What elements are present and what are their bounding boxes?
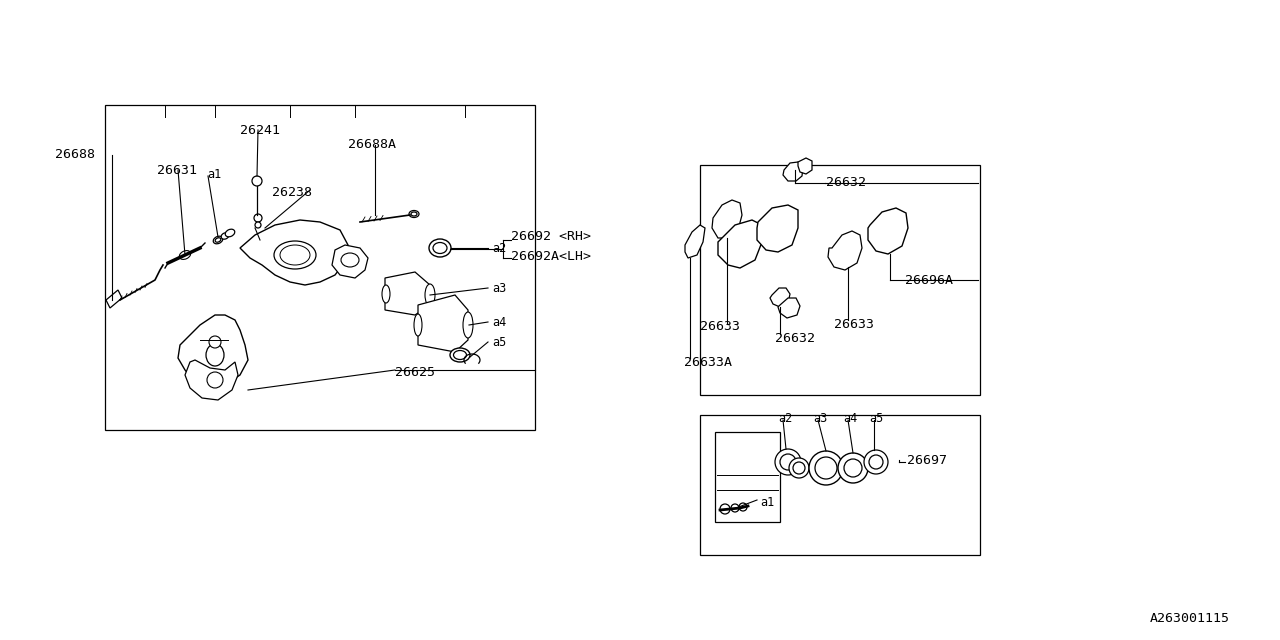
Ellipse shape <box>340 253 358 267</box>
Polygon shape <box>186 360 238 400</box>
Ellipse shape <box>451 348 470 362</box>
Polygon shape <box>783 162 803 181</box>
Circle shape <box>774 449 801 475</box>
Circle shape <box>209 336 221 348</box>
Polygon shape <box>868 208 908 254</box>
Bar <box>700 415 980 555</box>
Text: 26633A: 26633A <box>684 355 732 369</box>
Polygon shape <box>828 231 861 270</box>
Polygon shape <box>797 158 812 174</box>
Circle shape <box>794 462 805 474</box>
Polygon shape <box>178 315 248 388</box>
Polygon shape <box>685 225 705 258</box>
Ellipse shape <box>221 233 229 239</box>
Text: 26625: 26625 <box>396 367 435 380</box>
Polygon shape <box>771 288 790 307</box>
Ellipse shape <box>225 229 234 237</box>
Bar <box>716 432 780 522</box>
Circle shape <box>864 450 888 474</box>
Polygon shape <box>756 205 797 252</box>
Text: 26238: 26238 <box>273 186 312 200</box>
Ellipse shape <box>463 312 474 338</box>
Text: 26241: 26241 <box>241 124 280 136</box>
Circle shape <box>252 176 262 186</box>
Text: a4: a4 <box>844 412 858 424</box>
Circle shape <box>719 504 730 514</box>
Text: 26692A<LH>: 26692A<LH> <box>511 250 591 264</box>
Ellipse shape <box>453 351 466 360</box>
Text: a2: a2 <box>778 412 792 424</box>
Text: a5: a5 <box>492 335 507 349</box>
Text: a3: a3 <box>492 282 507 294</box>
Text: a4: a4 <box>492 316 507 328</box>
Circle shape <box>869 455 883 469</box>
Ellipse shape <box>413 314 422 336</box>
Text: A263001115: A263001115 <box>1149 611 1230 625</box>
Text: 26632: 26632 <box>774 332 815 344</box>
Ellipse shape <box>411 212 417 216</box>
Text: a3: a3 <box>813 412 827 424</box>
Text: 26631: 26631 <box>157 163 197 177</box>
Ellipse shape <box>381 285 390 303</box>
Polygon shape <box>241 220 348 285</box>
Text: a1: a1 <box>760 497 774 509</box>
Circle shape <box>253 214 262 222</box>
Text: 26688A: 26688A <box>348 138 396 152</box>
Circle shape <box>256 238 264 246</box>
Ellipse shape <box>425 284 435 306</box>
Text: a5: a5 <box>869 412 883 424</box>
Ellipse shape <box>433 243 447 253</box>
Ellipse shape <box>215 238 221 242</box>
Polygon shape <box>712 200 742 238</box>
Polygon shape <box>778 298 800 318</box>
Ellipse shape <box>429 239 451 257</box>
Text: 26633: 26633 <box>835 317 874 330</box>
Text: a1: a1 <box>207 168 221 180</box>
Circle shape <box>780 454 796 470</box>
Bar <box>105 105 535 430</box>
Circle shape <box>788 458 809 478</box>
Ellipse shape <box>280 245 310 265</box>
Ellipse shape <box>214 236 223 244</box>
Circle shape <box>739 503 748 511</box>
Circle shape <box>207 372 223 388</box>
Text: 26692 <RH>: 26692 <RH> <box>511 230 591 243</box>
Text: 26632: 26632 <box>826 177 867 189</box>
Circle shape <box>731 504 739 512</box>
Polygon shape <box>718 220 762 268</box>
Text: 26696A: 26696A <box>905 273 954 287</box>
Ellipse shape <box>274 241 316 269</box>
Circle shape <box>809 451 844 485</box>
Polygon shape <box>385 272 430 315</box>
Text: a2: a2 <box>492 241 507 255</box>
Circle shape <box>255 222 261 228</box>
Circle shape <box>815 457 837 479</box>
Text: 26697: 26697 <box>908 454 947 467</box>
Polygon shape <box>419 295 468 352</box>
Ellipse shape <box>179 251 191 259</box>
Circle shape <box>838 453 868 483</box>
Polygon shape <box>106 290 122 308</box>
Text: 26633: 26633 <box>700 319 740 333</box>
Circle shape <box>844 459 861 477</box>
Ellipse shape <box>206 344 224 366</box>
Text: 26688: 26688 <box>55 148 95 161</box>
Bar <box>700 165 980 395</box>
Circle shape <box>260 244 266 250</box>
Ellipse shape <box>410 211 419 218</box>
Polygon shape <box>332 245 369 278</box>
